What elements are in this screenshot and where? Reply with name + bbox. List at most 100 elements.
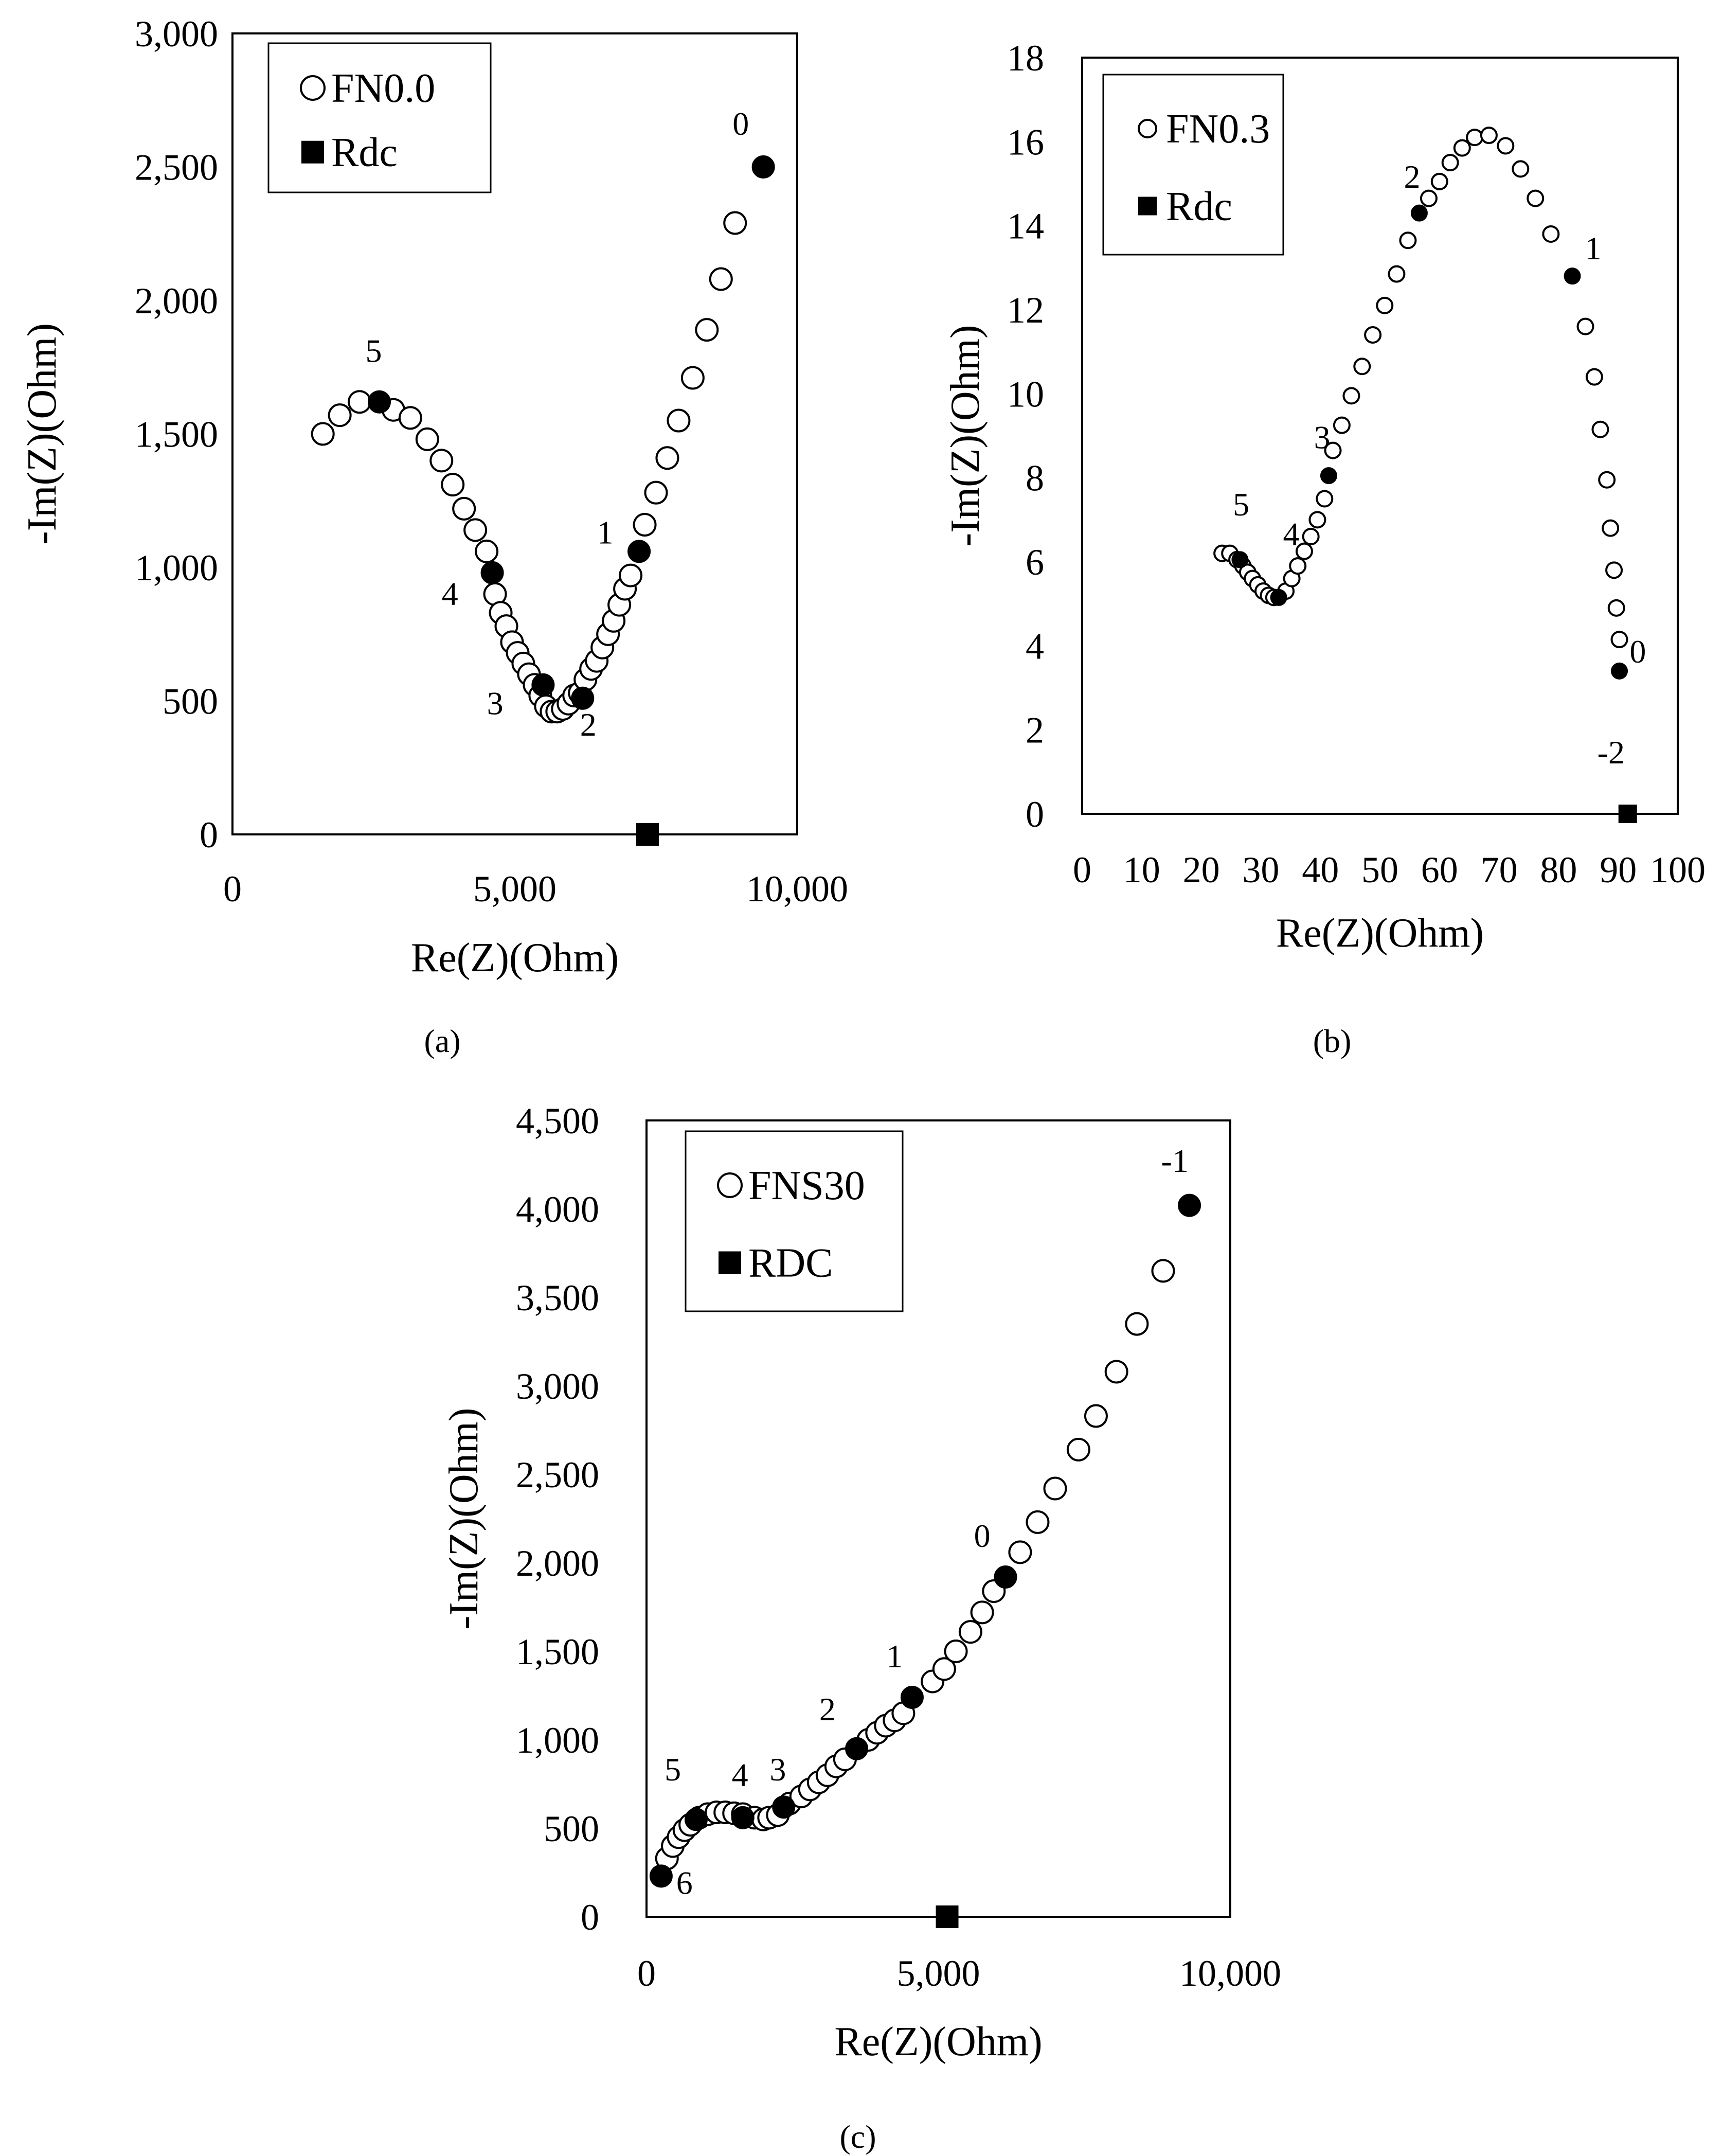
decade-annotation: 4: [442, 576, 458, 612]
data-point-open: [1353, 358, 1371, 376]
data-point-open: [709, 267, 733, 291]
decade-annotation: 4: [732, 1756, 748, 1793]
data-point-open: [1026, 1510, 1050, 1534]
data-point-open: [970, 1600, 994, 1625]
x-tick-label: 100: [1650, 849, 1706, 890]
data-point-open: [1497, 137, 1515, 155]
y-tick-label: 4,500: [516, 1100, 599, 1142]
data-point-decade: [627, 540, 651, 563]
y-tick-label: 0: [200, 814, 218, 856]
data-point-open: [1576, 317, 1594, 335]
x-tick-label: 80: [1540, 849, 1577, 890]
x-tick-label: 0: [223, 868, 242, 910]
data-point-decade: [1611, 662, 1628, 680]
y-axis-label: -Im(Z)(Ohm): [20, 323, 65, 545]
data-point-open: [1512, 160, 1530, 178]
data-point-decade: [1320, 467, 1337, 485]
data-point-open: [1316, 490, 1334, 508]
data-point-open: [1453, 139, 1471, 157]
y-tick-label: 4,000: [516, 1189, 599, 1230]
x-axis-label: Re(Z)(Ohm): [834, 2019, 1042, 2064]
data-point-open: [1466, 129, 1484, 147]
decade-annotation: 0: [974, 1518, 991, 1554]
data-point-open: [1376, 296, 1394, 314]
data-point-open: [1333, 416, 1351, 434]
data-point-decade: [731, 1806, 755, 1829]
y-tick-label: 1,000: [516, 1720, 599, 1761]
legend-box: [267, 42, 492, 193]
data-point-decade: [1410, 204, 1428, 222]
data-point-open: [1125, 1312, 1149, 1336]
data-point-open: [1542, 225, 1560, 243]
legend-label: RDC: [748, 1241, 833, 1286]
data-point-open: [1295, 542, 1313, 560]
data-point-decade: [367, 390, 391, 414]
y-tick-label: 0: [1026, 794, 1044, 835]
data-point-open: [1610, 631, 1628, 649]
data-point-open: [1420, 189, 1438, 207]
y-tick-label: 3,500: [516, 1277, 599, 1318]
x-tick-label: 20: [1183, 849, 1220, 890]
y-tick-label: 2: [1026, 710, 1044, 751]
data-point-open: [1324, 441, 1342, 459]
decade-annotation: 0: [1629, 633, 1646, 670]
x-tick-label: 10: [1123, 849, 1160, 890]
legend-box: [685, 1130, 904, 1312]
legend-marker-square: [1138, 197, 1157, 216]
data-point-open: [348, 390, 372, 414]
data-point-open: [415, 427, 439, 451]
data-point-decade: [845, 1737, 869, 1760]
y-tick-label: 2,000: [516, 1543, 599, 1584]
y-tick-label: 12: [1007, 290, 1044, 331]
data-point-open: [1607, 599, 1625, 617]
data-point-open: [429, 449, 454, 473]
data-point-open: [695, 318, 719, 342]
data-point-open: [1008, 1540, 1032, 1564]
decade-annotation: 5: [665, 1751, 681, 1788]
y-tick-label: 6: [1026, 542, 1044, 583]
legend-label: FN0.3: [1166, 106, 1270, 152]
y-tick-label: 1,500: [516, 1631, 599, 1672]
data-point-open: [1591, 420, 1609, 438]
x-tick-label: 70: [1481, 849, 1518, 890]
data-point-decade: [1564, 268, 1581, 285]
legend-label: Rdc: [1166, 184, 1232, 229]
data-point-open: [475, 539, 499, 563]
y-tick-label: 2,500: [135, 147, 218, 188]
y-tick-label: 18: [1007, 38, 1044, 79]
decade-annotation: 2: [580, 706, 597, 743]
data-point-open: [1308, 511, 1326, 529]
data-point-open: [1399, 231, 1417, 250]
y-tick-label: 4: [1026, 626, 1044, 667]
data-point-decade: [1270, 589, 1287, 606]
panel-caption: (b): [1313, 1023, 1352, 1059]
legend-label: FNS30: [748, 1163, 865, 1208]
data-point-open: [1084, 1404, 1108, 1428]
decade-annotation: 6: [676, 1864, 693, 1901]
data-point-decade: [684, 1808, 708, 1831]
data-point-open: [932, 1657, 956, 1681]
data-point-open: [1104, 1360, 1128, 1384]
y-tick-label: 14: [1007, 206, 1044, 247]
decade-annotation: 3: [1314, 419, 1331, 456]
x-tick-label: 10,000: [746, 868, 848, 910]
data-point-open: [1066, 1437, 1090, 1462]
data-point-open: [1364, 326, 1382, 344]
x-tick-label: 0: [637, 1953, 656, 1994]
legend-marker-open: [1138, 119, 1157, 138]
data-point-open: [1043, 1476, 1067, 1501]
data-point-decade: [1178, 1193, 1201, 1217]
data-point-open: [1289, 557, 1307, 575]
x-tick-label: 10,000: [1179, 1953, 1281, 1994]
x-tick-label: 50: [1361, 849, 1398, 890]
data-point-open: [958, 1620, 982, 1644]
data-point-decade: [900, 1685, 924, 1709]
data-point-open: [644, 480, 668, 505]
data-point-decade: [772, 1795, 796, 1819]
y-tick-label: 0: [581, 1897, 599, 1938]
legend-marker-open: [717, 1172, 743, 1198]
chart-panel-c: 05001,0001,5002,0002,5003,0003,5004,0004…: [441, 1100, 1281, 2155]
y-tick-label: 1,000: [135, 547, 218, 589]
data-point-open: [944, 1640, 968, 1663]
